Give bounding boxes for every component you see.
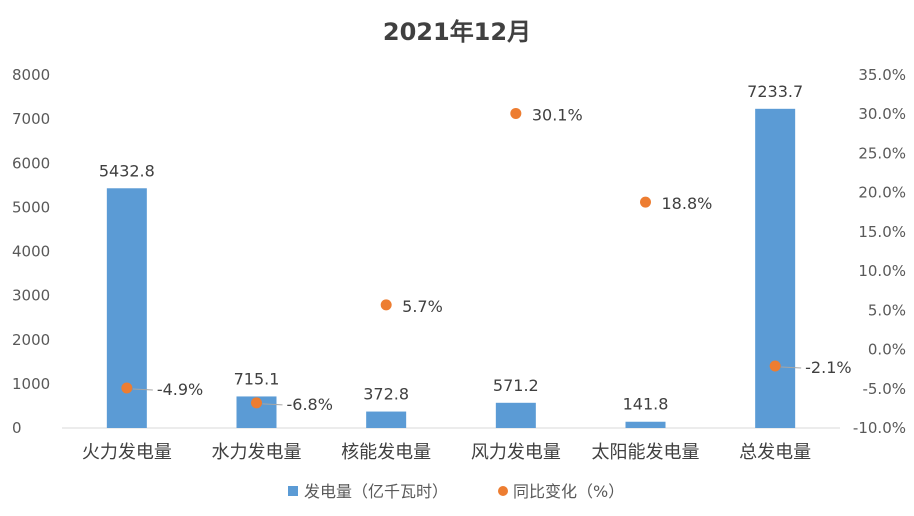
leader-line <box>781 366 802 369</box>
axes: 0 1000 2000 3000 4000 5000 6000 7000 8000 -10.0% -… <box>12 66 906 463</box>
y-left-tick-label: 4000 <box>12 243 50 261</box>
x-tick-label: 核能发电量 <box>341 442 431 463</box>
leader-line <box>132 388 153 391</box>
point <box>510 107 522 119</box>
bar <box>755 108 796 428</box>
legend: 发电量（亿千瓦时） 同比变化（%） <box>288 482 624 501</box>
y-left-tick-label: 2000 <box>12 331 50 349</box>
point <box>769 360 781 372</box>
bar-value-label: 571.2 <box>493 376 539 395</box>
y-left-tick-label: 8000 <box>12 66 50 84</box>
legend-label-point: 同比变化（%） <box>513 482 624 501</box>
y-left-tick-label: 1000 <box>12 375 50 393</box>
point <box>380 299 392 311</box>
y-right-tick-label: 5.0% <box>868 301 906 319</box>
leader-line <box>262 403 283 406</box>
point <box>251 397 262 409</box>
point <box>121 382 133 394</box>
bar <box>625 421 666 428</box>
bar-value-label: 715.1 <box>234 369 280 388</box>
y-right-tick-label: 0.0% <box>868 341 906 359</box>
x-tick-label: 火力发电量 <box>82 442 172 463</box>
y-left-tick-label: 6000 <box>12 154 50 172</box>
y-left-tick-label: 3000 <box>12 287 50 305</box>
y-right-tick-label: 15.0% <box>858 223 906 241</box>
points <box>121 107 781 409</box>
bar-value-label: 7233.7 <box>747 82 803 101</box>
x-tick-label: 水力发电量 <box>212 442 302 463</box>
bar-value-label: 5432.8 <box>99 161 155 180</box>
y-right-tick-label: 25.0% <box>858 144 906 162</box>
point-value-label: -2.1% <box>805 358 851 377</box>
point-value-label: 30.1% <box>532 105 583 124</box>
point-value-label: 18.8% <box>662 194 713 213</box>
x-tick-label: 风力发电量 <box>471 442 561 463</box>
y-left-tick-label: 0 <box>12 419 22 437</box>
x-tick-label: 太阳能发电量 <box>592 442 700 463</box>
y-right-tick-label: 10.0% <box>858 262 906 280</box>
legend-label-bar: 发电量（亿千瓦时） <box>304 482 448 501</box>
chart-title: 2021年12月 <box>383 18 531 46</box>
y-right-tick-label: 30.0% <box>858 105 906 123</box>
y-right-tick-label: -10.0% <box>853 419 906 437</box>
point-value-label: -4.9% <box>157 380 203 399</box>
point-value-label: 5.7% <box>402 297 443 316</box>
bar <box>495 402 536 428</box>
y-right-tick-label: 20.0% <box>858 184 906 202</box>
bar-value-label: 372.8 <box>363 385 409 404</box>
legend-swatch-point <box>498 486 508 496</box>
x-tick-label: 总发电量 <box>739 442 811 463</box>
y-right-tick-label: 35.0% <box>858 66 906 84</box>
legend-swatch-bar <box>288 486 298 496</box>
y-left-tick-label: 7000 <box>12 110 50 128</box>
y-right-tick-label: -5.0% <box>862 380 906 398</box>
data-labels: 5432.8 715.1 372.8 571.2 141.8 7233.7 -4.9% -6.… <box>99 82 852 414</box>
bar-value-label: 141.8 <box>623 395 669 414</box>
bar <box>366 411 407 428</box>
point <box>640 196 651 208</box>
y-left-tick-label: 5000 <box>12 198 50 216</box>
bars <box>106 108 796 428</box>
point-value-label: -6.8% <box>287 395 333 414</box>
